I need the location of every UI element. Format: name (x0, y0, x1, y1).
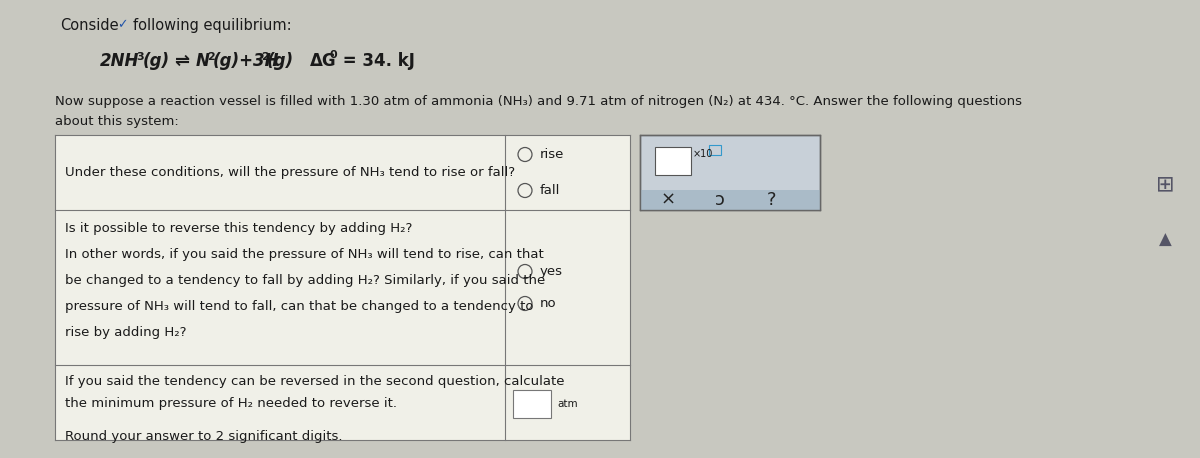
Text: about this system:: about this system: (55, 115, 179, 128)
Text: (g): (g) (266, 52, 294, 70)
Text: Is it possible to reverse this tendency by adding H₂?: Is it possible to reverse this tendency … (65, 222, 413, 235)
Text: N: N (196, 52, 210, 70)
Text: atm: atm (557, 399, 577, 409)
Text: ▲: ▲ (1159, 231, 1171, 249)
Text: ΔG: ΔG (310, 52, 337, 70)
Text: Conside: Conside (60, 18, 119, 33)
Text: ✓: ✓ (118, 18, 127, 31)
Bar (640, 190, 820, 210)
Text: Now suppose a reaction vessel is filled with 1.30 atm of ammonia (NH₃) and 9.71 : Now suppose a reaction vessel is filled … (55, 95, 1022, 108)
Bar (655, 147, 691, 175)
Text: be changed to a tendency to fall by adding H₂? Similarly, if you said the: be changed to a tendency to fall by addi… (65, 274, 545, 287)
Text: (g): (g) (143, 52, 170, 70)
Text: In other words, if you said the pressure of NH₃ will tend to rise, can that: In other words, if you said the pressure… (65, 248, 544, 261)
Bar (640, 135, 820, 210)
Text: ×: × (660, 191, 676, 209)
Text: 3: 3 (136, 52, 144, 62)
Text: pressure of NH₃ will tend to fall, can that be changed to a tendency to: pressure of NH₃ will tend to fall, can t… (65, 300, 534, 313)
Text: 2NH: 2NH (100, 52, 139, 70)
Bar (514, 390, 551, 418)
Text: 2: 2 (208, 52, 215, 62)
Text: ×10: ×10 (694, 149, 713, 159)
Text: = 34. kJ: = 34. kJ (337, 52, 415, 70)
Text: Under these conditions, will the pressure of NH₃ tend to rise or fall?: Under these conditions, will the pressur… (65, 166, 515, 179)
Text: 2: 2 (262, 52, 269, 62)
Text: (g)+3H: (g)+3H (214, 52, 280, 70)
Text: yes: yes (540, 265, 563, 278)
Bar (55, 135, 630, 440)
Text: rise by adding H₂?: rise by adding H₂? (65, 326, 186, 339)
Text: If you said the tendency can be reversed in the second question, calculate: If you said the tendency can be reversed… (65, 375, 564, 388)
Text: ⊞: ⊞ (1156, 175, 1175, 195)
Text: fall: fall (540, 184, 560, 197)
Text: ?: ? (767, 191, 776, 209)
Text: rise: rise (540, 148, 564, 161)
Text: ↄ: ↄ (715, 191, 725, 209)
Text: following equilibrium:: following equilibrium: (133, 18, 292, 33)
Bar (709, 145, 721, 155)
Text: the minimum pressure of H₂ needed to reverse it.: the minimum pressure of H₂ needed to rev… (65, 397, 397, 410)
Text: ⇌: ⇌ (174, 52, 190, 70)
Text: 0: 0 (330, 50, 337, 60)
Text: no: no (540, 297, 557, 310)
Text: Round your answer to 2 significant digits.: Round your answer to 2 significant digit… (65, 430, 342, 443)
